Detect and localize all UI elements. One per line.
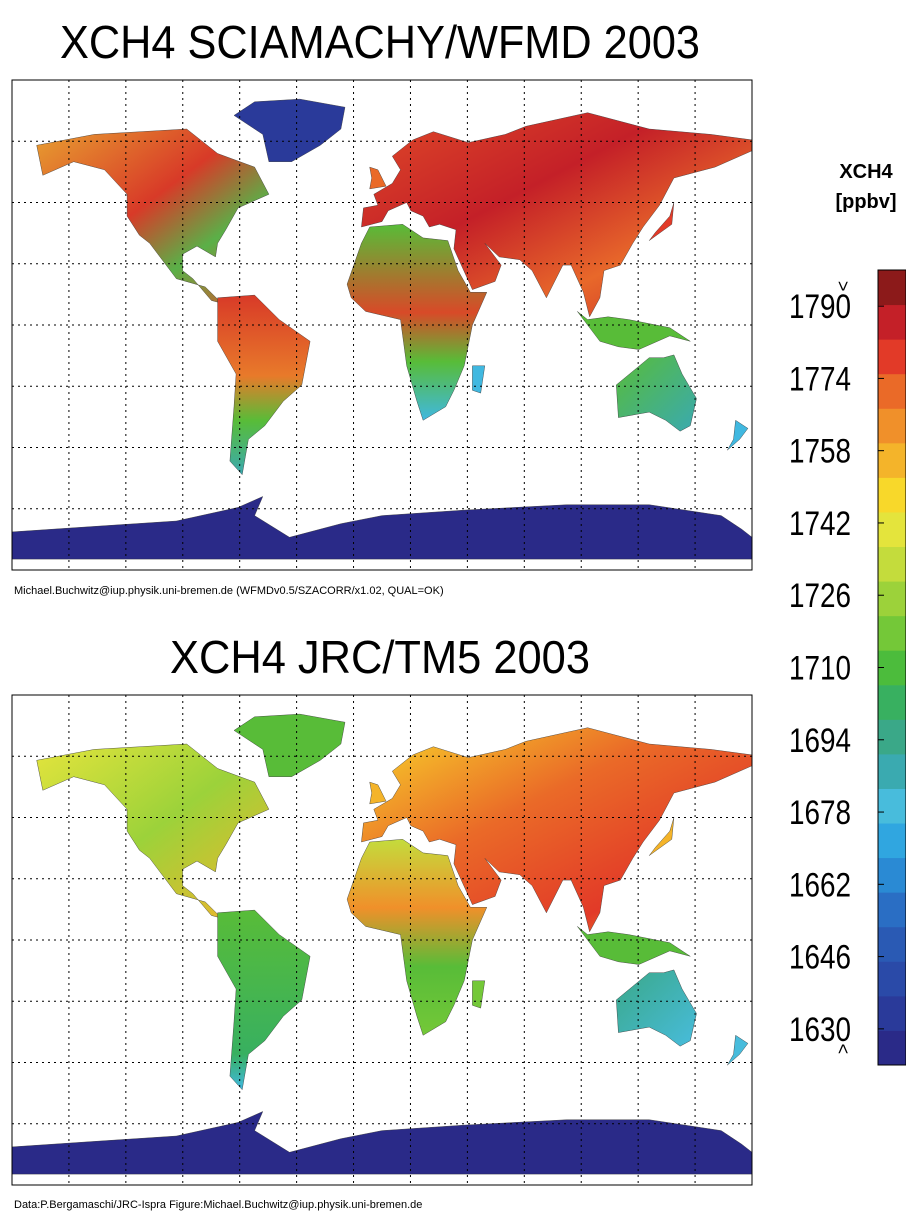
colorbar-segment xyxy=(878,788,906,824)
colorbar-segment xyxy=(878,581,906,617)
landmass xyxy=(36,128,270,304)
landmass xyxy=(361,727,753,933)
landmass xyxy=(346,224,488,421)
colorbar-tick-label: 1758 xyxy=(789,433,851,471)
colorbar-segment xyxy=(878,339,906,375)
colorbar-tick-label: 1742 xyxy=(789,505,851,543)
landmass xyxy=(36,743,270,919)
map-frame xyxy=(11,79,753,571)
landmass xyxy=(577,926,691,965)
landmass xyxy=(727,1034,749,1066)
under-symbol: < xyxy=(833,1044,853,1055)
panel-title: XCH4 JRC/TM5 2003 xyxy=(170,631,590,683)
colorbar-segment xyxy=(878,926,906,962)
colorbar-segment xyxy=(878,719,906,755)
colorbar-segment xyxy=(878,1030,906,1066)
colorbar-segment xyxy=(878,753,906,789)
colorbar-tick-label: 1710 xyxy=(789,650,851,688)
map-panel xyxy=(11,694,753,1186)
colorbar-tick-label: 1694 xyxy=(789,722,851,760)
colorbar-segment xyxy=(878,442,906,478)
colorbar-segment xyxy=(878,892,906,928)
landmass xyxy=(616,354,697,432)
colorbar-tick-label: 1630 xyxy=(789,1011,851,1049)
colorbar-segment xyxy=(878,270,906,306)
colorbar-segment xyxy=(878,684,906,720)
colorbar-tick-label: 1726 xyxy=(789,577,851,615)
colorbar-unit: [ppbv] xyxy=(835,191,896,213)
colorbar-tick-label: 1646 xyxy=(789,939,851,977)
landmass xyxy=(361,112,753,318)
colorbar-tick-label: 1774 xyxy=(789,360,851,398)
colorbar-segment xyxy=(878,408,906,444)
landmass xyxy=(616,969,697,1047)
landmass xyxy=(649,202,675,241)
landmass xyxy=(346,839,488,1036)
colorbar-title: XCH4 xyxy=(839,161,893,183)
colorbar-tick-label: 1662 xyxy=(789,866,851,904)
landmass xyxy=(217,294,311,476)
landmass xyxy=(217,909,311,1091)
colorbar-segment xyxy=(878,961,906,997)
colorbar-segment xyxy=(878,995,906,1031)
colorbar-segment xyxy=(878,477,906,513)
colorbar-segment xyxy=(878,857,906,893)
colorbar-segment xyxy=(878,511,906,548)
landmass xyxy=(369,781,387,805)
map-panel xyxy=(11,79,753,571)
landmass xyxy=(577,311,691,350)
colorbar-segment xyxy=(878,823,906,859)
map-frame xyxy=(11,694,753,1186)
colorbar-tick-label: 1790 xyxy=(789,288,851,326)
landmass xyxy=(233,713,346,777)
landmass xyxy=(233,98,346,162)
colorbar-segment xyxy=(878,304,906,340)
colorbar-segment xyxy=(878,546,906,582)
landmass xyxy=(649,817,675,856)
over-symbol: > xyxy=(833,281,853,292)
panel-title: XCH4 SCIAMACHY/WFMD 2003 xyxy=(60,16,700,68)
colorbar: 1790 1774 1758 1742 1726 1710 1694 1678 1662 1646… xyxy=(789,269,906,1066)
colorbar-segment xyxy=(878,615,906,651)
colorbar-tick-label: 1678 xyxy=(789,794,851,832)
colorbar-segment xyxy=(878,373,906,409)
landmass xyxy=(369,166,387,190)
panel-credit: Michael.Buchwitz@iup.physik.uni-bremen.d… xyxy=(14,585,444,597)
panel-credit: Data:P.Bergamaschi/JRC-Ispra Figure:Mich… xyxy=(14,1199,422,1211)
landmass xyxy=(727,419,749,451)
